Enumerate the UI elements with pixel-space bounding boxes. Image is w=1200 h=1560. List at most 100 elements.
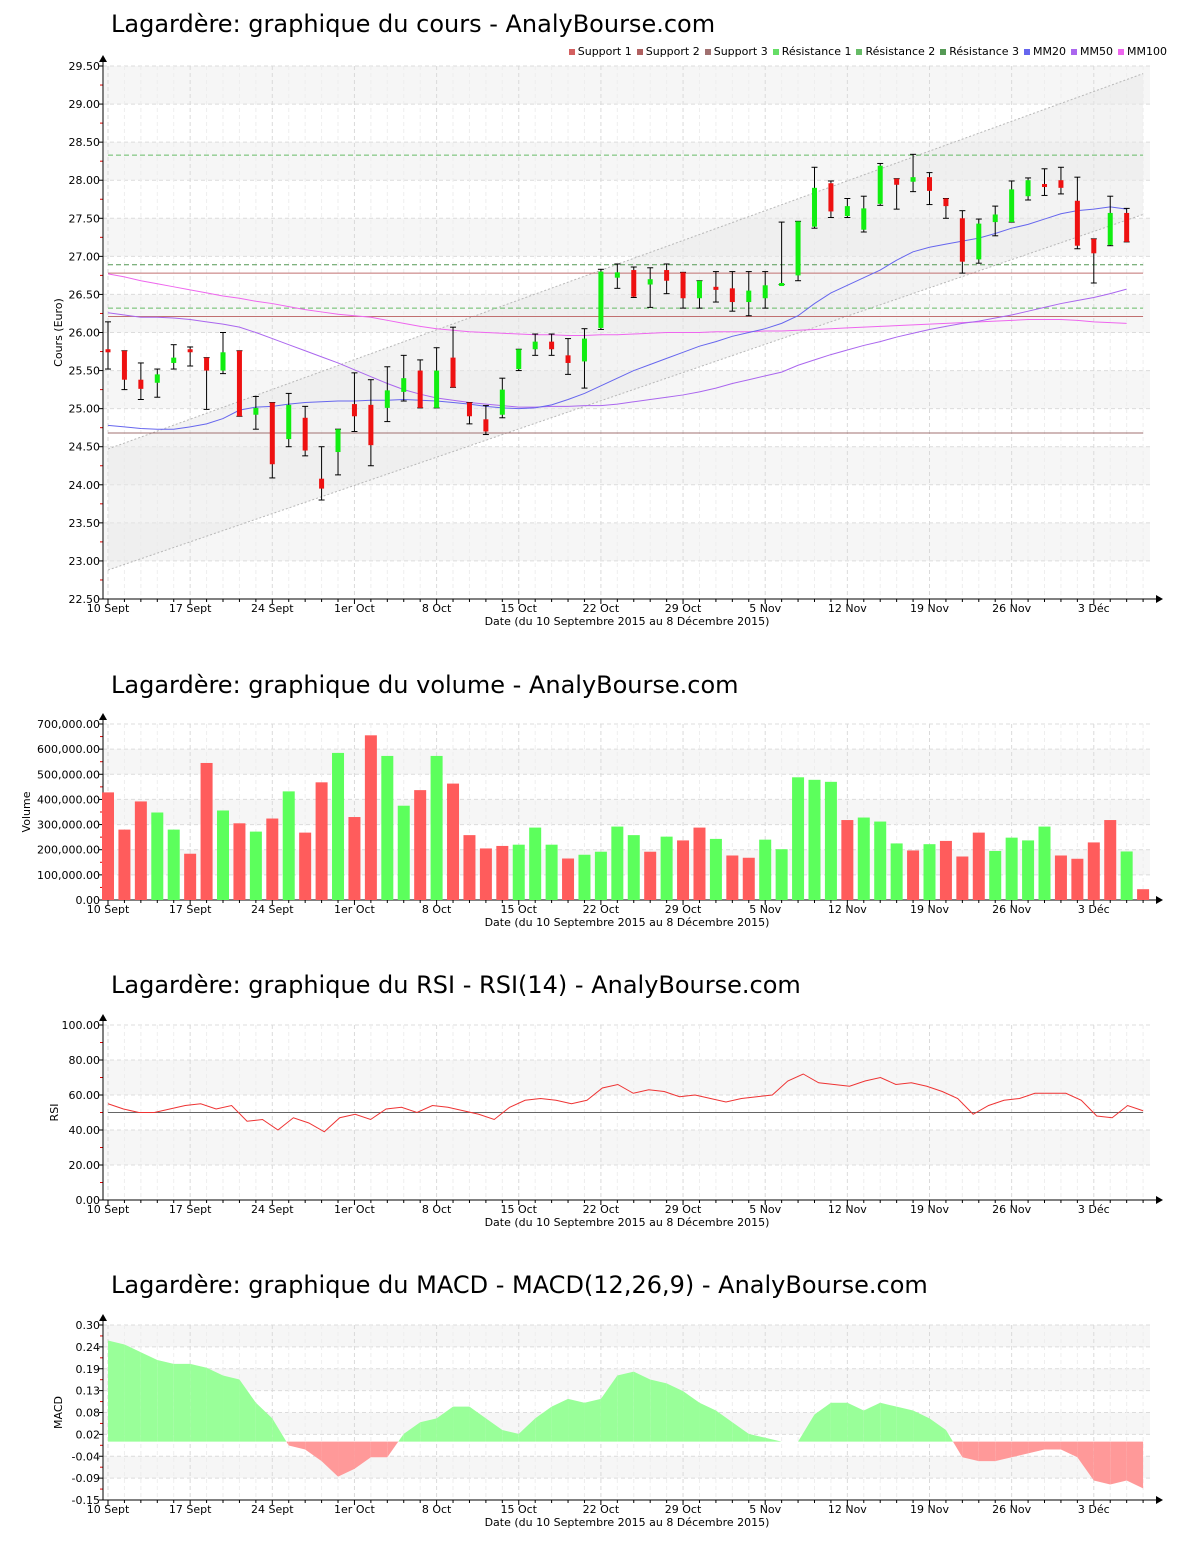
svg-text:5 Nov: 5 Nov bbox=[749, 602, 781, 615]
candlestick bbox=[154, 368, 161, 398]
volume-bar bbox=[824, 781, 837, 900]
volume-bar bbox=[808, 779, 821, 900]
volume-bar bbox=[381, 755, 394, 900]
candlestick bbox=[1107, 195, 1114, 247]
svg-text:24 Sept: 24 Sept bbox=[251, 903, 294, 916]
candlestick bbox=[384, 366, 391, 423]
svg-text:10 Sept: 10 Sept bbox=[87, 602, 130, 615]
svg-text:22 Oct: 22 Oct bbox=[583, 1203, 620, 1216]
candlestick bbox=[1025, 177, 1032, 201]
volume-bar bbox=[134, 801, 147, 900]
candlestick bbox=[696, 280, 703, 309]
volume-bar bbox=[989, 850, 1002, 900]
candlestick bbox=[220, 332, 227, 375]
candlestick bbox=[1057, 166, 1064, 195]
volume-bar bbox=[611, 826, 624, 900]
candlestick bbox=[367, 379, 374, 467]
volume-bar bbox=[282, 791, 295, 900]
svg-text:400,000.00: 400,000.00 bbox=[37, 793, 100, 806]
legend-swatch-icon bbox=[1071, 48, 1078, 55]
svg-text:22 Oct: 22 Oct bbox=[583, 903, 620, 916]
svg-text:19 Nov: 19 Nov bbox=[910, 602, 949, 615]
svg-text:Date (du 10 Septembre 2015 au: Date (du 10 Septembre 2015 au 8 Décembre… bbox=[485, 615, 770, 628]
candlestick bbox=[137, 362, 144, 401]
candlestick bbox=[187, 346, 194, 367]
svg-text:0.00: 0.00 bbox=[76, 1194, 101, 1207]
svg-text:24 Sept: 24 Sept bbox=[251, 1503, 294, 1516]
candlestick bbox=[1008, 180, 1015, 223]
volume-bar bbox=[972, 832, 985, 900]
svg-text:26 Nov: 26 Nov bbox=[992, 602, 1031, 615]
svg-text:12 Nov: 12 Nov bbox=[828, 1203, 867, 1216]
svg-text:0.02: 0.02 bbox=[76, 1428, 101, 1441]
volume-bar bbox=[479, 848, 492, 900]
candlestick bbox=[647, 267, 654, 308]
svg-text:600,000.00: 600,000.00 bbox=[37, 743, 100, 756]
candlestick bbox=[236, 350, 243, 417]
candlestick bbox=[1074, 176, 1081, 250]
svg-text:1er Oct: 1er Oct bbox=[334, 602, 375, 615]
price-chart: 29.50 29.00 28.50 28.00 27.50 27.00 26.50 26.00… bbox=[52, 55, 1163, 628]
legend-swatch-icon bbox=[636, 48, 643, 55]
volume-bar bbox=[1022, 840, 1035, 900]
volume-bar bbox=[709, 838, 722, 900]
svg-text:28.50: 28.50 bbox=[69, 136, 101, 149]
candlestick bbox=[318, 446, 325, 501]
svg-text:-0.15: -0.15 bbox=[72, 1494, 100, 1507]
volume-bar bbox=[529, 827, 542, 900]
svg-text:Date (du 10 Septembre 2015 au: Date (du 10 Septembre 2015 au 8 Décembre… bbox=[485, 1216, 770, 1229]
volume-bar bbox=[759, 839, 772, 900]
volume-bar bbox=[512, 844, 525, 900]
volume-bar bbox=[299, 832, 312, 900]
legend-item: MM100 bbox=[1118, 45, 1167, 58]
volume-bar bbox=[463, 835, 476, 900]
volume-bar bbox=[397, 805, 410, 900]
candlestick bbox=[614, 263, 621, 289]
volume-bar bbox=[1054, 855, 1067, 900]
svg-text:17 Sept: 17 Sept bbox=[169, 903, 212, 916]
svg-text:0.08: 0.08 bbox=[76, 1407, 101, 1420]
volume-bar bbox=[660, 836, 673, 900]
legend-item: Support 1 bbox=[568, 45, 632, 58]
svg-text:29 Oct: 29 Oct bbox=[665, 1203, 702, 1216]
candlestick bbox=[926, 172, 933, 206]
volume-bar bbox=[956, 856, 969, 900]
candlestick bbox=[302, 405, 309, 457]
svg-text:29.00: 29.00 bbox=[69, 98, 101, 111]
candlestick bbox=[433, 347, 440, 409]
svg-text:12 Nov: 12 Nov bbox=[828, 1503, 867, 1516]
candlestick bbox=[992, 205, 999, 237]
candlestick bbox=[877, 162, 884, 206]
candlestick bbox=[121, 350, 128, 391]
candlestick bbox=[729, 271, 736, 312]
svg-text:15 Oct: 15 Oct bbox=[500, 903, 537, 916]
volume-bar bbox=[841, 820, 854, 900]
svg-text:Cours (Euro): Cours (Euro) bbox=[52, 298, 65, 367]
svg-text:17 Sept: 17 Sept bbox=[169, 1503, 212, 1516]
svg-text:8 Oct: 8 Oct bbox=[422, 602, 452, 615]
svg-text:10 Sept: 10 Sept bbox=[87, 1203, 130, 1216]
candlestick bbox=[482, 405, 489, 436]
candlestick bbox=[795, 220, 802, 282]
svg-text:19 Nov: 19 Nov bbox=[910, 1503, 949, 1516]
volume-bar bbox=[315, 782, 328, 900]
macd-chart: 0.300.240.190.130.080.02-0.04-0.09-0.151… bbox=[52, 1314, 1163, 1529]
svg-text:26 Nov: 26 Nov bbox=[992, 1503, 1031, 1516]
svg-text:5 Nov: 5 Nov bbox=[749, 1203, 781, 1216]
volume-bar bbox=[217, 810, 230, 900]
svg-text:25.50: 25.50 bbox=[69, 365, 101, 378]
svg-text:300,000.00: 300,000.00 bbox=[37, 819, 100, 832]
volume-bar bbox=[200, 762, 213, 900]
svg-text:12 Nov: 12 Nov bbox=[828, 903, 867, 916]
volume-bar bbox=[775, 849, 788, 900]
svg-text:0.13: 0.13 bbox=[76, 1385, 101, 1398]
svg-text:0.24: 0.24 bbox=[76, 1341, 101, 1354]
legend-swatch-icon bbox=[704, 48, 711, 55]
volume-chart: 700,000.00 600,000.00 500,000.00 400,000.00… bbox=[20, 713, 1163, 929]
candlestick bbox=[959, 210, 966, 274]
volume-bar bbox=[1005, 837, 1018, 900]
volume-bar bbox=[939, 840, 952, 900]
candlestick bbox=[581, 328, 588, 389]
candlestick bbox=[1123, 207, 1130, 243]
candlestick bbox=[942, 197, 949, 219]
